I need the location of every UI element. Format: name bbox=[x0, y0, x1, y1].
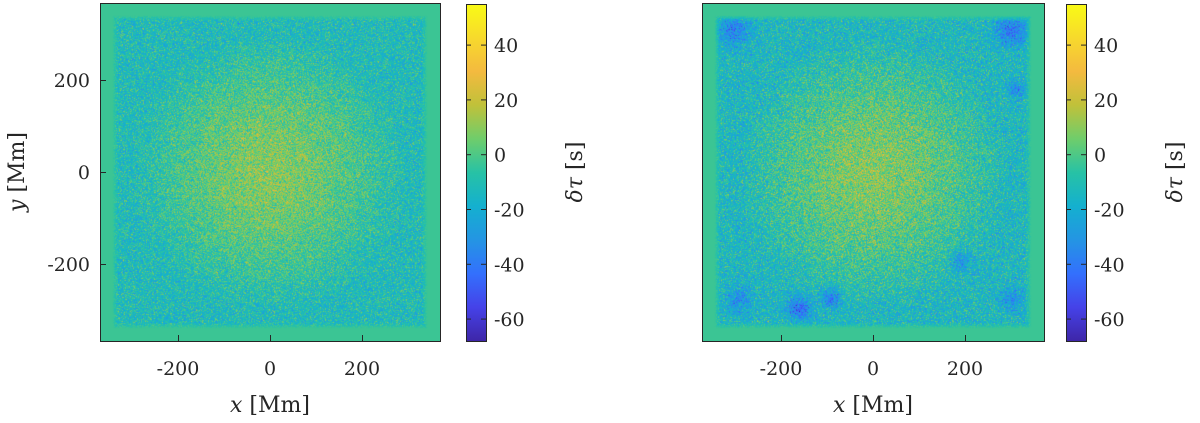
colorbar-frame bbox=[466, 4, 487, 342]
colorbar-tick-label: -60 bbox=[494, 309, 525, 331]
colorbar-tick-label: -20 bbox=[494, 199, 525, 221]
heatmap-right-image bbox=[702, 3, 1044, 341]
colorbar-tick-label: 40 bbox=[1094, 35, 1118, 57]
y-axis-label: y [Mm] bbox=[5, 132, 30, 213]
colorbar-frame bbox=[1066, 4, 1087, 342]
colorbar-gradient bbox=[466, 4, 486, 341]
x-tick-label: -200 bbox=[157, 358, 200, 380]
y-tick-label: -200 bbox=[47, 254, 90, 276]
colorbar-tick-label: -40 bbox=[1094, 254, 1125, 276]
x-tick-label: 200 bbox=[947, 358, 983, 380]
x-tick-label: -200 bbox=[760, 358, 803, 380]
plot-frame-right bbox=[702, 3, 1045, 342]
colorbar-ticks: -60 -40 -20 0 20 40 bbox=[1066, 35, 1125, 331]
colorbar-tick-label: 20 bbox=[1094, 90, 1118, 112]
colorbar-right: -60 -40 -20 0 20 40 δτ [s] bbox=[1066, 4, 1188, 342]
y-tick-label: 0 bbox=[78, 162, 90, 184]
colorbar-ticks: -60 -40 -20 0 20 40 bbox=[466, 35, 525, 331]
colorbar-gradient bbox=[1066, 4, 1086, 341]
x-tick-label: 200 bbox=[344, 358, 380, 380]
panel-left: -200 0 200 200 0 -200 x [Mm] y [Mm] -60-… bbox=[5, 3, 588, 418]
colorbar-tick-label: -40 bbox=[494, 254, 525, 276]
colorbar-tick-label: 40 bbox=[494, 35, 518, 57]
x-tick-label: 0 bbox=[264, 358, 276, 380]
y-tick-label: 200 bbox=[54, 70, 90, 92]
colorbar-tick-label: 0 bbox=[494, 145, 506, 167]
x-axis-label: x [Mm] bbox=[833, 393, 913, 418]
x-axis-label: x [Mm] bbox=[230, 393, 310, 418]
x-tick-label: 0 bbox=[867, 358, 879, 380]
colorbar-tick-label: 20 bbox=[494, 90, 518, 112]
colorbar-tick-label: -20 bbox=[1094, 199, 1125, 221]
colorbar-left: -60 -40 -20 0 20 40 δτ [s] bbox=[466, 4, 588, 342]
colorbar-label: δτ [s] bbox=[1163, 142, 1188, 203]
heatmap-left-image bbox=[100, 3, 440, 341]
colorbar-tick-label: -60 bbox=[1094, 309, 1125, 331]
colorbar-label: δτ [s] bbox=[563, 142, 588, 203]
colorbar-tick-label: 0 bbox=[1094, 145, 1106, 167]
